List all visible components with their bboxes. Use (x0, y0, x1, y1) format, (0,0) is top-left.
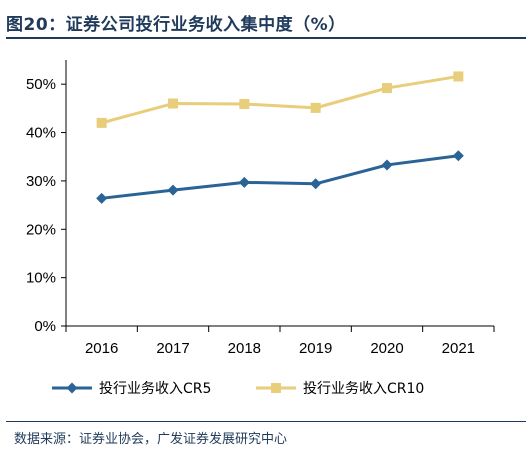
legend-label: 投行业务收入CR10 (303, 381, 424, 397)
source-rule (6, 421, 526, 422)
data-point (96, 192, 108, 204)
x-tick-label: 2019 (299, 340, 332, 357)
y-tick-label: 50% (26, 76, 56, 93)
figure-title: 图20：证券公司投行业务收入集中度（%） (6, 15, 346, 35)
legend-item-2: 投行业务收入CR10 (256, 381, 424, 397)
x-tick-label: 2016 (85, 340, 118, 357)
series-line (101, 154, 459, 200)
source-note: 数据来源：证券业协会，广发证券发展研究中心 (14, 432, 288, 447)
data-point (167, 184, 179, 196)
chart-series (96, 71, 464, 204)
data-point (381, 159, 393, 171)
y-tick-label: 40% (26, 125, 56, 142)
data-point (452, 150, 464, 162)
data-point (310, 102, 321, 113)
x-tick-label: 2021 (442, 340, 475, 357)
data-point (96, 117, 107, 128)
y-tick-label: 30% (26, 173, 56, 190)
data-point (168, 98, 178, 109)
legend-marker (66, 382, 78, 394)
y-tick-label: 20% (26, 221, 56, 238)
series-2 (96, 71, 464, 128)
x-tick-label: 2020 (370, 340, 403, 357)
data-point (238, 176, 250, 188)
data-point (310, 178, 322, 190)
y-tick-label: 0% (34, 318, 56, 335)
series-1 (96, 150, 464, 204)
chart-axes: 0% 10% 20% 30% 40% 50% 2016 2017 2018 2019 2020 202… (26, 60, 495, 357)
x-tick-label: 2017 (156, 340, 189, 357)
legend-item-1: 投行业务收入CR5 (52, 381, 211, 397)
x-tick-label: 2018 (228, 340, 261, 357)
data-point (239, 99, 250, 110)
title-rule (6, 37, 526, 39)
series-line (101, 74, 459, 125)
chart-legend: 投行业务收入CR5 投行业务收入CR10 (52, 381, 424, 397)
data-point (453, 71, 464, 82)
data-point (382, 83, 392, 94)
legend-label: 投行业务收入CR5 (99, 381, 211, 397)
legend-marker (271, 383, 281, 393)
y-tick-label: 10% (26, 270, 56, 287)
